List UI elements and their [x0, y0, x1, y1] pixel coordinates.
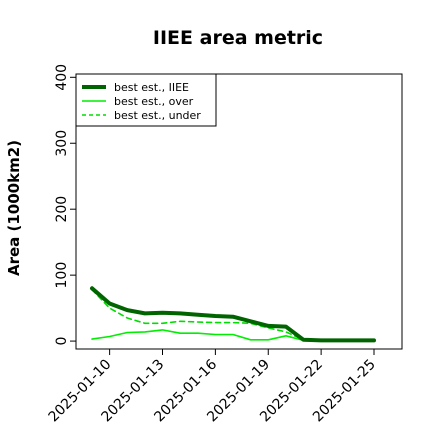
- y-tick-label: 300: [54, 130, 70, 157]
- series-line-0: [90, 286, 376, 343]
- y-tick-label: 200: [54, 196, 70, 223]
- legend-box: [75, 73, 217, 127]
- legend-label-2: best est., under: [114, 109, 201, 122]
- x-axis: 2025-01-102025-01-132025-01-162025-01-19…: [46, 349, 379, 425]
- series-line-2: [91, 288, 375, 342]
- y-axis: 0 100 200 300 400: [54, 64, 76, 346]
- legend-label-1: best est., over: [114, 95, 194, 108]
- series-layer: [90, 286, 376, 343]
- plot-frame: [75, 73, 403, 350]
- y-tick-label: 0: [54, 337, 70, 346]
- y-tick-label: 100: [54, 262, 70, 289]
- legend-label-0: best est., IIEE: [114, 81, 189, 94]
- y-axis-title: Area (1000km2): [5, 140, 23, 276]
- chart-title: IIEE area metric: [153, 27, 323, 49]
- y-tick-label: 400: [54, 64, 70, 91]
